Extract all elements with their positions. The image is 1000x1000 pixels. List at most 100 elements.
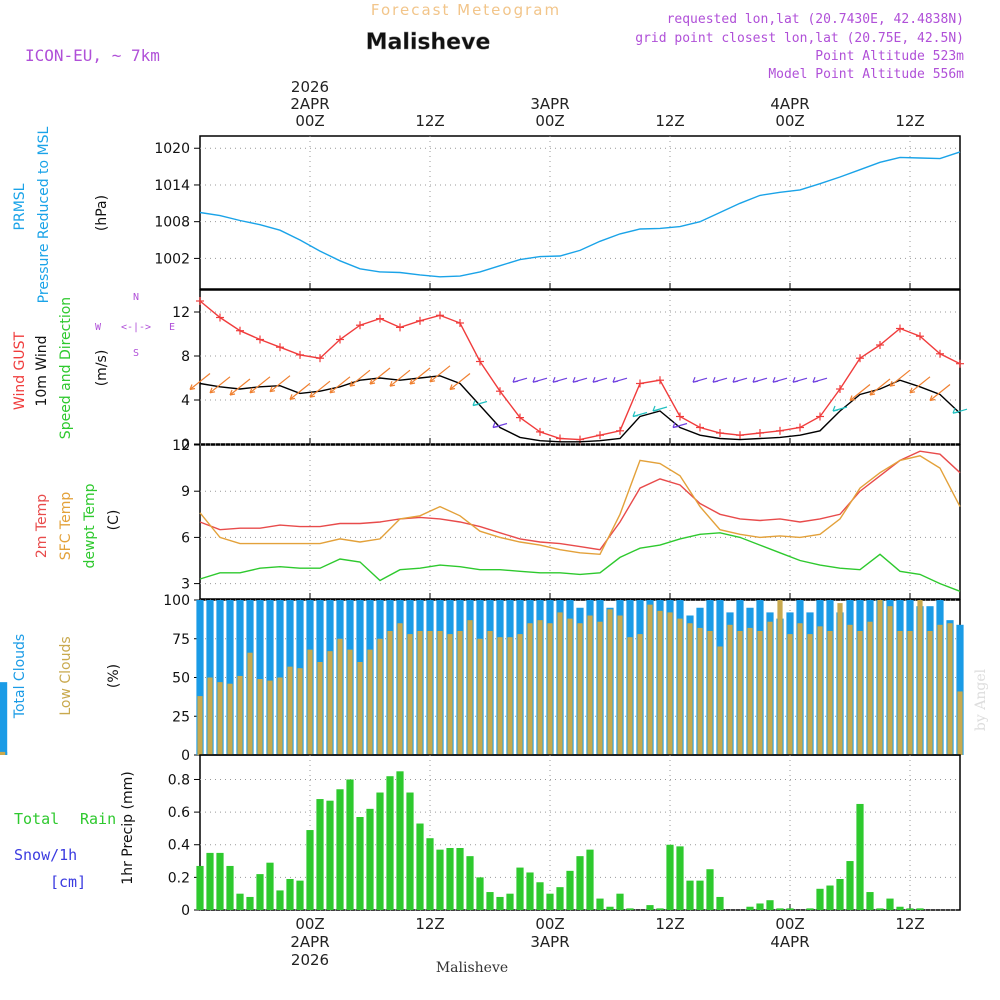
gust-marker	[636, 379, 644, 388]
compass-n: N	[133, 292, 139, 303]
wind-arrow-head	[889, 380, 893, 387]
prmsl-label: PRMSL	[12, 183, 28, 230]
rain-bar	[716, 896, 724, 910]
low-cloud-bar	[427, 631, 433, 755]
wind-arrow-head	[592, 380, 599, 383]
low-cloud-bar	[457, 631, 463, 755]
y-tick-label: 0.8	[168, 772, 190, 788]
low-cloud-bar	[0, 751, 6, 755]
wind-arrow	[309, 380, 331, 398]
rain-bar	[836, 879, 844, 910]
wind-arrow-head	[429, 376, 433, 383]
bottom-axis-label: 12Z	[895, 915, 924, 933]
wind-arrow-head	[909, 387, 913, 394]
gust-marker	[256, 335, 264, 344]
rain-bar	[856, 803, 864, 910]
low-cloud-bar	[767, 621, 773, 755]
wind-arrow-head	[869, 389, 873, 396]
low-cloud-bar	[207, 677, 213, 755]
wind-arrow-head	[752, 376, 756, 383]
rain-bar	[806, 908, 814, 910]
wind-arrow	[409, 367, 431, 385]
wind-arrow-head	[492, 425, 499, 429]
rain-bar	[826, 885, 834, 910]
wind-arrow-head	[849, 398, 856, 402]
low-cloud-bar	[347, 649, 353, 755]
compass-icon: N W <-|-> E S	[95, 292, 175, 359]
low-cloud-bar	[327, 651, 333, 755]
top-axis-label: 12Z	[415, 112, 444, 130]
top-axis-label: 2026	[291, 78, 329, 96]
compass-arrows: <-|->	[121, 322, 151, 333]
wind-arrow-head	[429, 380, 436, 383]
wind-arrow-head	[369, 382, 376, 385]
low-cloud-bar	[357, 662, 363, 755]
y-tick-label: 0	[181, 748, 190, 764]
rain-bar	[336, 789, 344, 910]
rain-bar	[286, 879, 294, 910]
total-cloud-bar	[0, 682, 8, 755]
wind-gust-label: Wind GUST	[12, 331, 28, 410]
gust-marker	[876, 341, 884, 349]
rain-bar	[376, 792, 384, 910]
wind-arrow-head	[369, 378, 373, 385]
wind-arrow-head	[712, 376, 716, 383]
low-cloud-bar	[687, 623, 693, 755]
rain-bar	[296, 880, 304, 910]
wind-arrow-head	[832, 409, 839, 412]
wind-side-labels: Wind GUST 10m Wind Speed and Direction (…	[12, 292, 175, 439]
rain-bar	[216, 852, 224, 910]
gust-marker	[416, 316, 424, 325]
watermark: by Angel	[973, 668, 989, 731]
wind-arrow-head	[532, 376, 536, 383]
wind-arrow-head	[832, 405, 836, 412]
gust-marker	[456, 319, 464, 327]
temp-2m-label: 2m Temp	[34, 494, 50, 558]
wind-arrow-head	[929, 395, 933, 401]
wind-arrow-head	[189, 384, 193, 390]
wind-arrow	[849, 384, 871, 401]
rain-bar	[506, 893, 514, 910]
low-cloud-bar	[387, 631, 393, 755]
wind-arrow-head	[929, 398, 936, 402]
gust-marker	[656, 376, 664, 385]
rain-bar	[686, 880, 694, 910]
low-cloud-bar	[487, 631, 493, 755]
low-cloud-bar	[247, 652, 253, 755]
low-cloud-bar	[857, 631, 863, 755]
y-tick-label: 3	[181, 577, 190, 593]
rain-label: Rain	[80, 810, 116, 828]
low-cloud-bar	[627, 637, 633, 755]
rain-bar	[886, 898, 894, 910]
wind-arrow-head	[632, 411, 636, 417]
wind-arrow-head	[289, 394, 293, 400]
wind-arrow-head	[189, 387, 196, 391]
2m-temp-line	[199, 450, 961, 551]
wind-10m-label: 10m Wind	[34, 335, 50, 406]
rain-bar	[306, 830, 314, 910]
super-title: Forecast Meteogram	[371, 1, 561, 19]
rain-bar	[226, 865, 234, 910]
gust-marker	[776, 426, 784, 435]
wind-arrow-head	[909, 391, 916, 394]
low-cloud-bar	[227, 683, 233, 755]
wind-arrow-head	[269, 386, 273, 392]
wind-arrow	[429, 365, 451, 383]
y-tick-label: 100	[163, 593, 190, 609]
wind-arrow-head	[472, 400, 476, 406]
clouds-panel: 100 75 50 25 0	[0, 593, 964, 764]
wind-arrow-head	[952, 411, 959, 414]
temp-sfc-label: SFC Temp	[58, 492, 74, 561]
bottom-axis-label: 2APR	[290, 933, 329, 951]
low-cloud-bar	[657, 610, 663, 755]
rain-bar	[356, 817, 364, 910]
low-cloud-bar	[447, 634, 453, 755]
wind-arrow	[889, 369, 911, 387]
rain-bar	[646, 905, 654, 910]
gust-marker	[596, 431, 604, 440]
wind-arrow-head	[532, 380, 539, 383]
low-cloud-bar	[947, 623, 953, 755]
low-cloud-bar	[867, 621, 873, 755]
rain-bar	[276, 890, 284, 910]
y-tick-label: 0.4	[168, 838, 190, 854]
